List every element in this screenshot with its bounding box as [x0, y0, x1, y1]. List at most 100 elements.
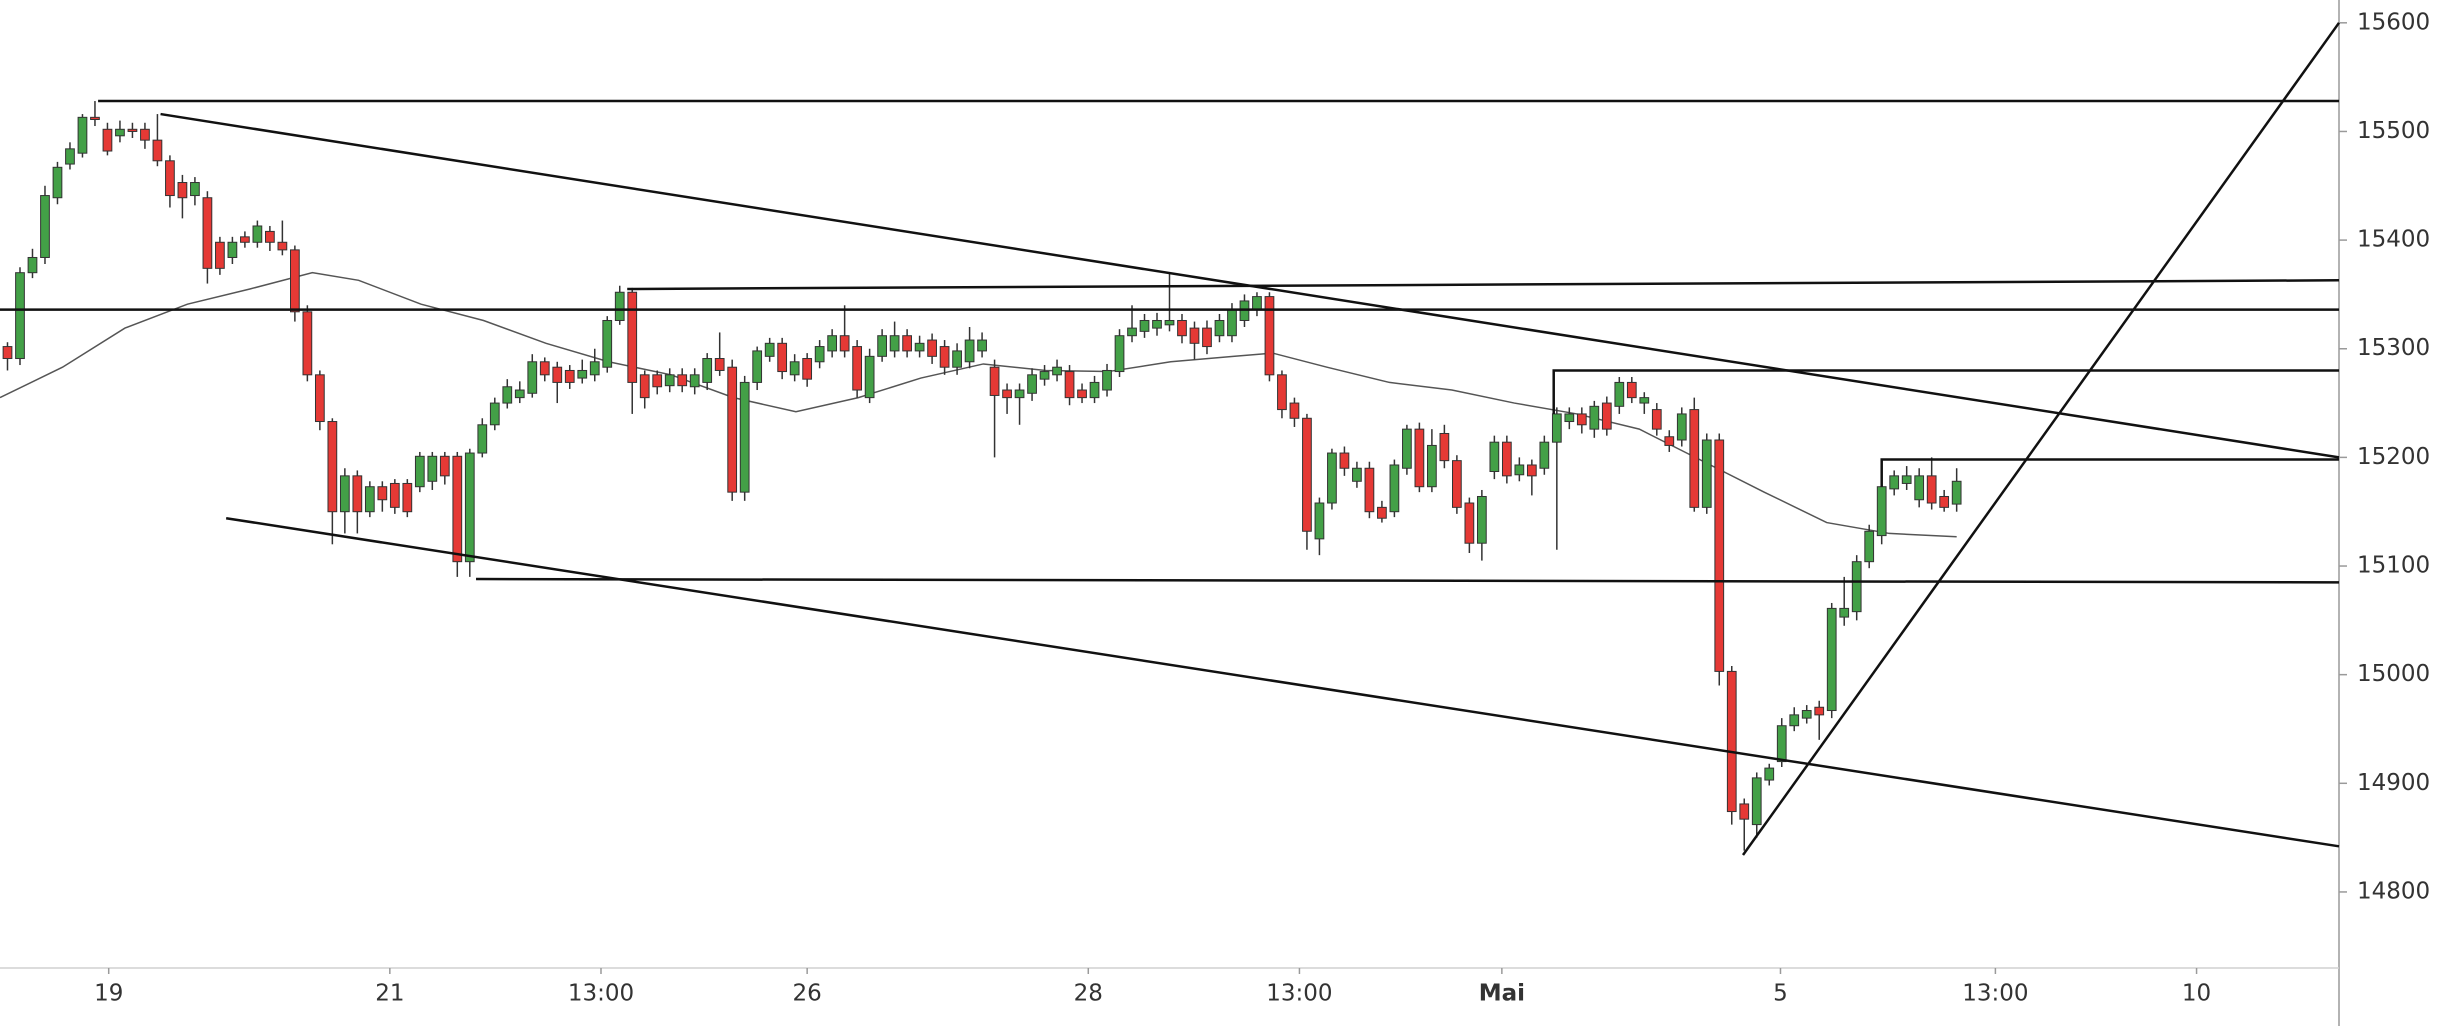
candle-body	[1464, 502, 1475, 544]
candle-body	[1177, 319, 1187, 337]
candle-body	[1801, 710, 1812, 719]
candle-body	[1601, 402, 1612, 430]
candle-body	[1227, 309, 1237, 337]
candle-body	[127, 128, 138, 132]
candle-body	[414, 455, 425, 488]
candle-body	[115, 128, 125, 137]
candle-body	[764, 342, 775, 357]
candle-body	[1064, 371, 1075, 399]
candle-body	[514, 389, 525, 399]
candle-body	[427, 455, 438, 482]
candle-body	[1476, 495, 1487, 544]
y-tick-label: 15000	[2357, 661, 2430, 687]
candle-body	[1114, 335, 1125, 373]
x-tick-label: 19	[94, 981, 123, 1007]
candle-body	[1789, 714, 1800, 727]
candle-body	[689, 374, 700, 388]
candle-body	[889, 335, 900, 352]
candle-body	[90, 116, 100, 121]
candle-body	[1189, 327, 1200, 344]
candle-body	[1626, 381, 1637, 399]
x-tick-label: 13:00	[568, 981, 634, 1007]
candle-body	[477, 424, 488, 454]
candle-body	[989, 366, 1000, 396]
candle-body	[1551, 413, 1562, 443]
candle-body	[352, 475, 363, 513]
candle-body	[1614, 381, 1625, 407]
candle-body	[502, 386, 513, 404]
candle-body	[1564, 413, 1575, 423]
candle-body	[215, 241, 225, 269]
candle-body	[1427, 444, 1437, 488]
candle-body	[1814, 706, 1825, 716]
trend-line	[476, 577, 2340, 584]
candle-body	[1851, 561, 1862, 613]
candle-body	[1689, 409, 1700, 508]
candle-body	[1826, 607, 1837, 712]
candle-body	[1664, 436, 1675, 446]
candle-body	[1589, 405, 1600, 430]
candle-body	[552, 366, 563, 383]
candle-body	[65, 148, 75, 165]
candle-body	[1139, 319, 1150, 332]
candle-body	[290, 249, 300, 313]
candle-body	[1939, 495, 1950, 508]
candle-body	[1514, 464, 1525, 476]
candle-body	[1651, 409, 1662, 430]
candle-body	[1539, 441, 1550, 469]
candle-body	[1277, 374, 1287, 411]
candle-body	[165, 160, 175, 197]
x-tick-label: 28	[1074, 981, 1103, 1007]
candle-body	[614, 291, 625, 321]
candle-body	[839, 335, 850, 352]
candle-body	[1864, 530, 1875, 563]
candle-body	[852, 346, 863, 391]
candle-body	[1002, 389, 1012, 399]
y-tick-label: 15600	[2357, 9, 2430, 35]
candle-body	[489, 402, 500, 426]
candle-body	[527, 361, 538, 394]
candle-body	[814, 346, 825, 363]
candle-body	[602, 319, 613, 368]
candle-body	[952, 350, 962, 368]
candle-body	[639, 374, 650, 399]
x-tick-label: 5	[1773, 981, 1788, 1007]
candle-body	[364, 486, 375, 513]
candle-body	[1152, 319, 1162, 329]
candle-body	[202, 197, 213, 269]
candle-body	[402, 482, 413, 513]
candle-body	[577, 369, 588, 379]
y-tick-label: 14900	[2357, 770, 2430, 796]
trend-line	[1552, 369, 2339, 414]
candle-body	[1264, 296, 1275, 376]
candle-body	[802, 358, 813, 380]
candle-body	[1526, 464, 1537, 477]
candle-body	[1364, 467, 1375, 513]
candle-body	[927, 339, 937, 357]
candle-body	[1027, 374, 1037, 394]
y-tick-label: 15200	[2357, 444, 2430, 470]
candle-body	[1876, 486, 1887, 537]
candle-body	[564, 369, 575, 383]
y-tick-label: 14800	[2357, 878, 2430, 904]
candle-body	[1439, 432, 1450, 462]
trend-line	[225, 516, 2340, 848]
candle-body	[439, 455, 450, 477]
candle-body	[1039, 371, 1050, 380]
candle-body	[752, 350, 763, 383]
candle-body	[1452, 460, 1462, 508]
candle-body	[589, 361, 600, 376]
candle-body	[1389, 464, 1400, 513]
candle-body	[827, 335, 838, 352]
candle-body	[277, 241, 288, 251]
candle-body	[1739, 803, 1750, 820]
candle-body	[664, 374, 675, 387]
candle-body	[977, 339, 987, 352]
candle-body	[1089, 381, 1100, 399]
candle-body	[1914, 475, 1925, 501]
candle-body	[1776, 725, 1787, 763]
candle-body	[1926, 475, 1937, 504]
candle-body	[177, 182, 188, 199]
candle-body	[464, 452, 475, 563]
candle-body	[789, 361, 800, 376]
